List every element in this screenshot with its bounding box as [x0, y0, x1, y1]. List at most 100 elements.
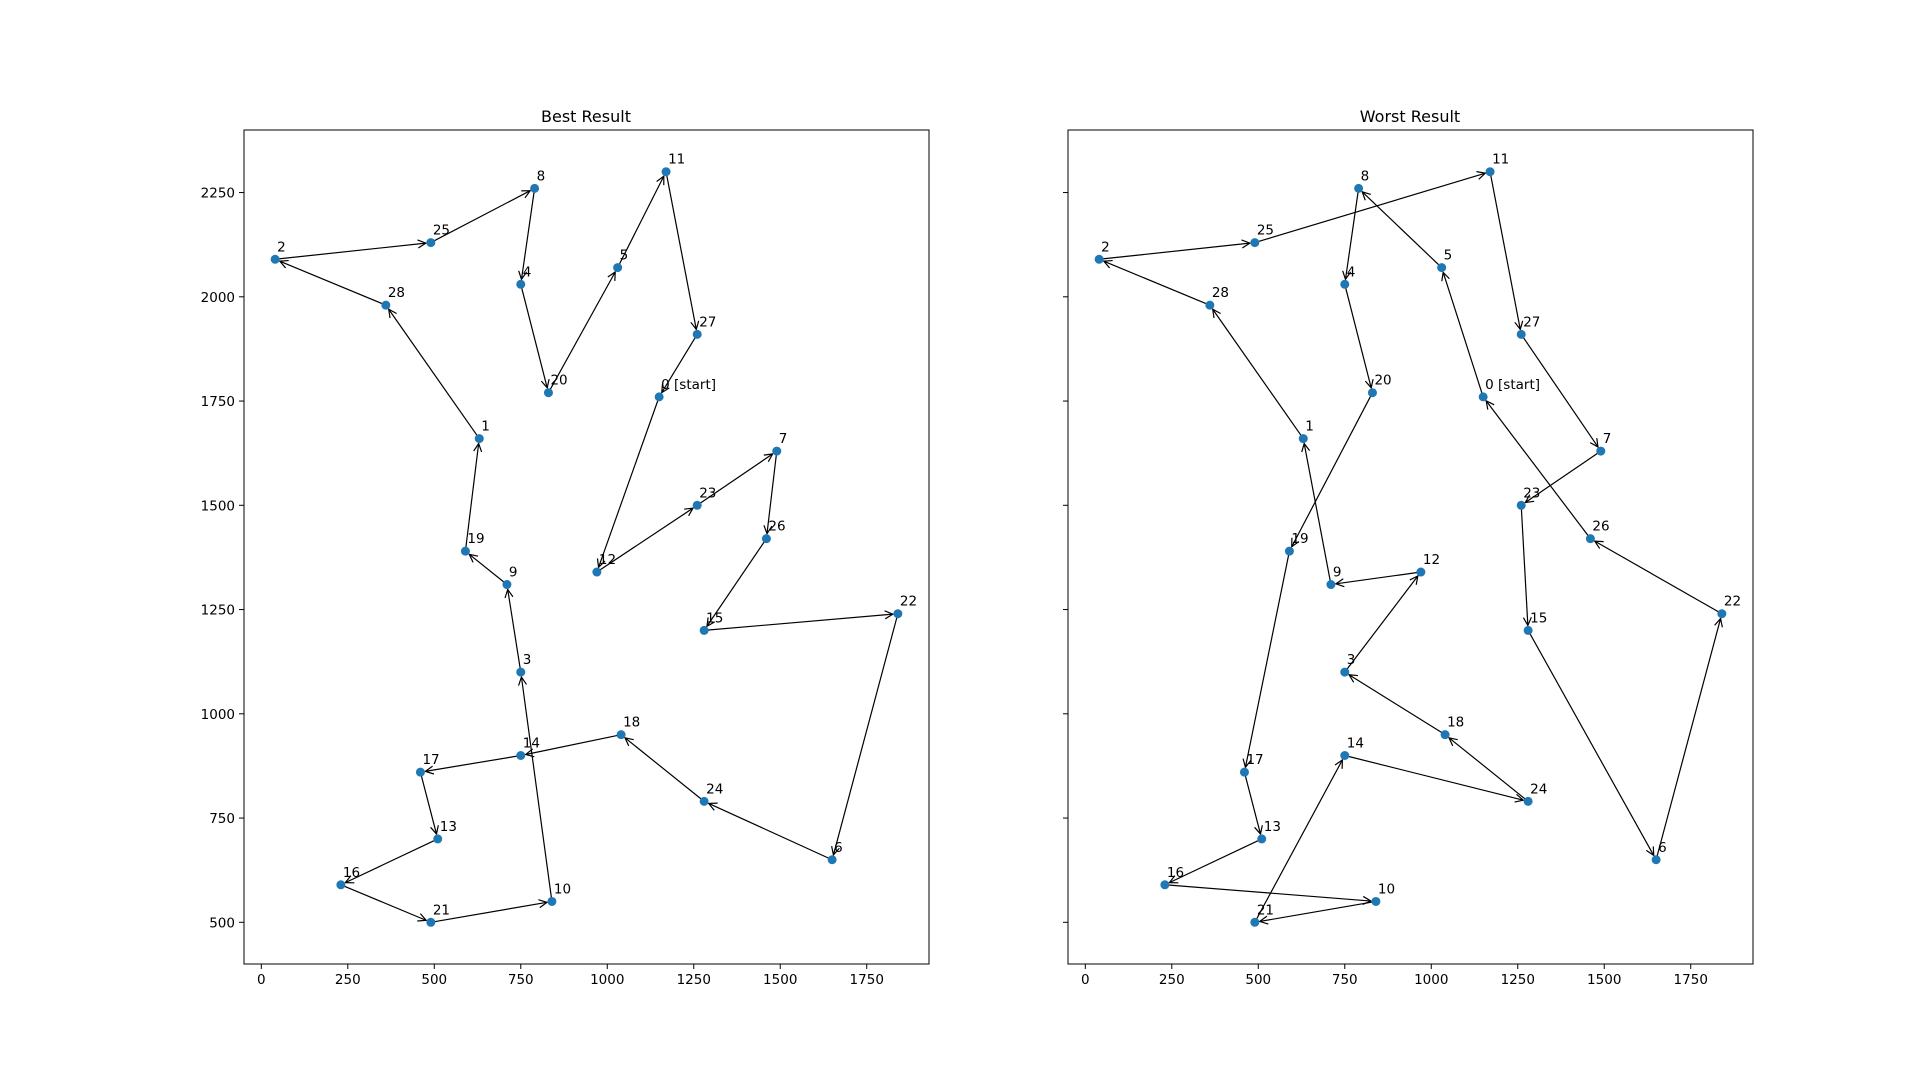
worst-x-tick-label: 250: [1159, 972, 1185, 988]
best-point-27: [692, 329, 702, 339]
worst-point-13: [1257, 834, 1267, 844]
worst-point-8: [1354, 183, 1364, 193]
worst-point-10: [1371, 896, 1381, 906]
best-point-19: [460, 546, 470, 556]
worst-point-27: [1516, 329, 1526, 339]
worst-edge-25-to-11: [1254, 173, 1485, 244]
best-point-18: [616, 730, 626, 740]
worst-edge-21-to-14: [1254, 760, 1343, 923]
worst-point-18: [1440, 730, 1450, 740]
best-node-label-21: 21: [433, 902, 450, 918]
worst-route-points: [1094, 167, 1727, 927]
best-edge-26-to-15: [707, 538, 767, 627]
best-edge-19-to-1: [464, 444, 478, 552]
best-y-tick-label: 2250: [201, 186, 235, 202]
best-edge-11-to-27: [665, 171, 696, 330]
best-route-edges: [275, 171, 899, 923]
worst-node-label-0: 0 [start]: [1485, 377, 1540, 393]
worst-point-20: [1367, 388, 1377, 398]
worst-node-label-16: 16: [1167, 865, 1184, 881]
worst-edge-8-to-4: [1345, 188, 1360, 279]
best-edge-22-to-6: [833, 613, 899, 855]
best-y-tick-label: 500: [209, 915, 235, 931]
worst-edge-10-to-21: [1260, 900, 1377, 921]
worst-edge-18-to-3: [1349, 675, 1446, 736]
best-y-tick-label: 1250: [201, 603, 235, 619]
best-node-label-12: 12: [599, 552, 616, 568]
worst-node-label-5: 5: [1444, 248, 1453, 264]
best-point-3: [516, 667, 526, 677]
worst-node-label-1: 1: [1305, 419, 1314, 435]
best-point-20: [543, 388, 553, 398]
worst-node-label-18: 18: [1447, 715, 1464, 731]
best-point-23: [692, 500, 702, 510]
worst-point-11: [1485, 167, 1495, 177]
worst-edge-0-to-5: [1443, 272, 1484, 398]
worst-edge-22-to-26: [1595, 541, 1723, 615]
best-node-label-4: 4: [523, 264, 532, 280]
worst-node-label-10: 10: [1378, 881, 1395, 897]
worst-edge-9-to-1: [1304, 443, 1332, 585]
best-node-label-10: 10: [554, 881, 571, 897]
best-x-tick-label: 0: [257, 972, 266, 988]
best-edge-18-to-14: [526, 734, 622, 755]
worst-node-label-23: 23: [1523, 485, 1540, 501]
best-edge-4-to-20: [520, 284, 547, 388]
best-result-title: Best Result: [541, 107, 631, 126]
best-node-label-16: 16: [343, 865, 360, 881]
worst-edge-7-to-23: [1525, 450, 1602, 502]
worst-x-tick-label: 750: [1332, 972, 1358, 988]
best-point-7: [772, 446, 782, 456]
best-edge-25-to-8: [430, 191, 530, 244]
best-point-16: [336, 880, 346, 890]
worst-point-14: [1340, 751, 1350, 760]
best-node-label-2: 2: [277, 239, 286, 255]
worst-x-axis-ticks: 0 250 500 750 1000 1250 1500 1750: [1081, 964, 1708, 988]
best-point-14: [516, 751, 526, 760]
worst-node-label-3: 3: [1347, 652, 1356, 668]
best-point-24: [699, 796, 709, 806]
best-edge-5-to-11: [617, 176, 664, 268]
best-edge-20-to-5: [547, 272, 615, 394]
best-node-label-9: 9: [509, 565, 518, 581]
worst-point-15: [1523, 625, 1533, 635]
worst-edge-12-to-9: [1336, 571, 1421, 584]
best-node-label-19: 19: [467, 531, 484, 547]
worst-point-22: [1717, 609, 1727, 619]
worst-point-26: [1585, 534, 1595, 544]
worst-node-label-2: 2: [1101, 239, 1110, 255]
worst-point-23: [1516, 500, 1526, 510]
best-node-label-18: 18: [623, 715, 640, 731]
worst-point-5: [1437, 263, 1447, 273]
best-x-tick-label: 750: [508, 972, 534, 988]
worst-point-9: [1326, 580, 1336, 590]
best-node-label-7: 7: [779, 431, 788, 447]
best-point-10: [547, 896, 557, 906]
best-node-label-11: 11: [668, 152, 685, 168]
worst-point-3: [1340, 667, 1350, 677]
best-node-label-23: 23: [699, 485, 716, 501]
best-point-8: [530, 183, 540, 193]
worst-node-label-20: 20: [1374, 373, 1391, 389]
best-node-label-14: 14: [523, 736, 540, 752]
worst-node-label-6: 6: [1658, 840, 1667, 856]
best-edge-17-to-13: [419, 772, 436, 834]
worst-route-edges: [1099, 172, 1722, 923]
best-route-points: [270, 167, 903, 927]
worst-node-label-15: 15: [1530, 610, 1547, 626]
worst-x-tick-label: 1250: [1501, 972, 1535, 988]
best-edge-23-to-7: [696, 454, 772, 506]
worst-point-25: [1250, 238, 1260, 248]
best-point-1: [474, 434, 484, 444]
worst-node-label-21: 21: [1257, 902, 1274, 918]
best-point-12: [592, 567, 602, 577]
best-point-21: [426, 917, 436, 927]
best-edge-12-to-23: [596, 508, 693, 573]
worst-node-label-7: 7: [1603, 431, 1612, 447]
best-x-axis-ticks: 0 250 500 750 1000 1250 1500 1750: [257, 964, 884, 988]
worst-point-17: [1239, 767, 1249, 777]
worst-edge-6-to-22: [1655, 619, 1720, 860]
worst-point-24: [1523, 796, 1533, 806]
worst-edge-11-to-27: [1489, 171, 1520, 330]
worst-node-label-26: 26: [1592, 519, 1609, 535]
